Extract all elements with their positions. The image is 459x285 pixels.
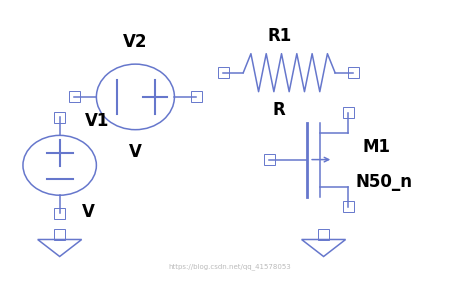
Text: N50_n: N50_n [355, 173, 412, 191]
Text: V2: V2 [123, 33, 148, 51]
Text: M1: M1 [362, 138, 390, 156]
Text: R1: R1 [267, 27, 291, 45]
Text: https://blog.csdn.net/qq_41578053: https://blog.csdn.net/qq_41578053 [168, 263, 291, 270]
Text: R: R [273, 101, 285, 119]
Text: V: V [129, 143, 142, 161]
Text: V: V [82, 203, 95, 221]
Text: V1: V1 [84, 112, 109, 130]
